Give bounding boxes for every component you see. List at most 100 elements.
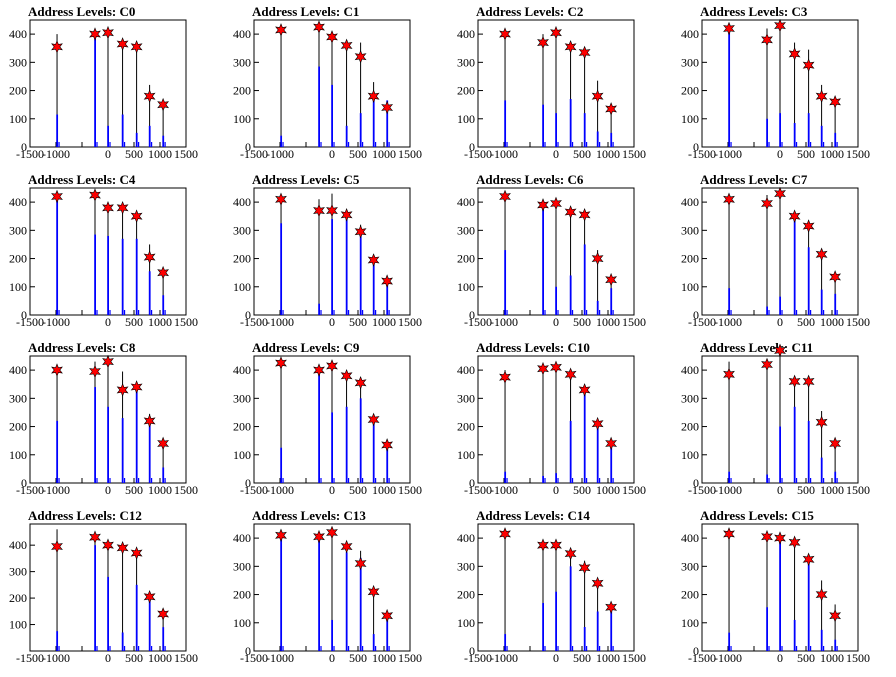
y-tick-label: 100 [457,112,475,126]
peak-bar-blue [569,566,572,651]
peak-bar-blue [135,584,138,651]
y-tick-label: 300 [681,55,699,69]
peak-marker-star [564,546,577,561]
peak-bar-blue [583,244,586,315]
x-tick-label: 0 [105,147,111,161]
x-tick-label: 1500 [174,651,198,665]
y-tick-label: 300 [681,391,699,405]
x-tick-label: -1000 [42,651,70,665]
y-tick-label: 400 [233,531,251,545]
peak-marker-star [578,45,591,60]
peak-marker-star [143,250,156,264]
peak-bar-blue [504,100,507,147]
peak-bar-blue [372,100,375,147]
x-tick-label: -1000 [714,651,742,665]
chart-title: Address Levels: C7 [700,172,808,187]
peak-marker-star [788,374,801,389]
y-tick-label: 200 [9,84,27,98]
peak-bar-blue [359,398,362,483]
peak-bar-blue [728,288,731,315]
y-tick-label: 100 [681,280,699,294]
x-tick-label: 1500 [174,147,198,161]
y-tick-label: 0 [469,308,475,322]
x-tick-label: 1000 [820,483,844,497]
x-tick-label: 1000 [820,315,844,329]
x-tick-label: 0 [553,651,559,665]
chart-title: Address Levels: C4 [28,172,136,187]
peak-marker-star [89,364,101,379]
peak-bar-blue [148,598,151,651]
peak-marker-star [723,527,735,541]
x-tick-label: -1000 [42,315,70,329]
chart-title: Address Levels: C3 [700,4,808,19]
peak-marker-star [591,89,604,104]
x-tick-label: 500 [573,651,591,665]
y-tick-label: 200 [681,252,699,266]
peak-bar-blue [107,406,109,483]
peak-bar-blue [779,113,781,147]
y-tick-label: 400 [457,363,475,377]
peak-bar-blue [331,219,333,315]
x-tick-label: -1000 [490,147,518,161]
peak-marker-star [802,219,815,233]
peak-marker-star [591,251,604,266]
peak-bar-blue [820,125,823,147]
y-tick-label: 300 [9,55,27,69]
y-tick-label: 0 [245,476,251,490]
peak-marker-star [143,89,156,104]
histogram-panel-13: Address Levels: C13-1500-1000 0 500 1000 150… [233,508,422,665]
peak-marker-star [802,552,815,567]
x-tick-label: 500 [797,147,815,161]
peak-bar-blue [56,420,59,483]
peak-bar-blue [121,632,124,651]
x-tick-label: 1000 [148,483,172,497]
histogram-panel-1: Address Levels: C1-1500-1000 0 500 1000 1500… [233,4,422,161]
peak-marker-star [157,265,170,280]
peak-marker-star [537,361,549,376]
peak-bar-blue [162,627,165,651]
peak-marker-star [313,20,325,34]
y-tick-label: 100 [9,448,27,462]
peak-marker-star [354,49,367,64]
y-tick-label: 300 [233,391,251,405]
y-tick-label: 300 [233,223,251,237]
x-tick-label: -1500 [464,651,492,665]
peak-marker-star [802,374,815,389]
y-tick-label: 100 [233,112,251,126]
peak-bar-blue [793,123,796,147]
peak-bar-blue [596,300,599,315]
chart-title: Address Levels: C0 [28,4,135,19]
peak-bar-blue [121,238,124,315]
peak-marker-star [116,540,129,555]
y-tick-label: 0 [693,644,699,658]
x-tick-label: -1000 [714,315,742,329]
y-tick-label: 200 [9,591,27,605]
x-tick-label: 1000 [372,315,396,329]
peak-bar-blue [56,631,59,651]
x-tick-label: 1000 [596,147,620,161]
peak-marker-star [829,608,842,623]
peak-marker-star [550,196,562,211]
peak-marker-star [381,274,394,288]
peak-marker-star [130,39,143,54]
peak-bar-blue [94,545,96,651]
x-tick-label: 1500 [622,651,646,665]
x-tick-label: -1000 [490,315,518,329]
peak-marker-star [761,357,773,372]
peak-bar-blue [162,467,165,483]
peak-marker-star [51,189,63,204]
x-tick-label: 1500 [622,483,646,497]
y-tick-label: 200 [457,252,475,266]
y-tick-label: 0 [245,140,251,154]
x-tick-label: 1500 [174,315,198,329]
peak-bar-blue [135,132,138,147]
peak-marker-star [354,375,367,390]
peak-marker-star [381,608,394,623]
x-tick-label: 1500 [622,147,646,161]
peak-marker-star [564,367,577,382]
peak-bar-blue [596,131,599,147]
peak-bar-blue [504,471,507,483]
y-tick-label: 0 [21,308,27,322]
peak-marker-star [829,94,842,109]
